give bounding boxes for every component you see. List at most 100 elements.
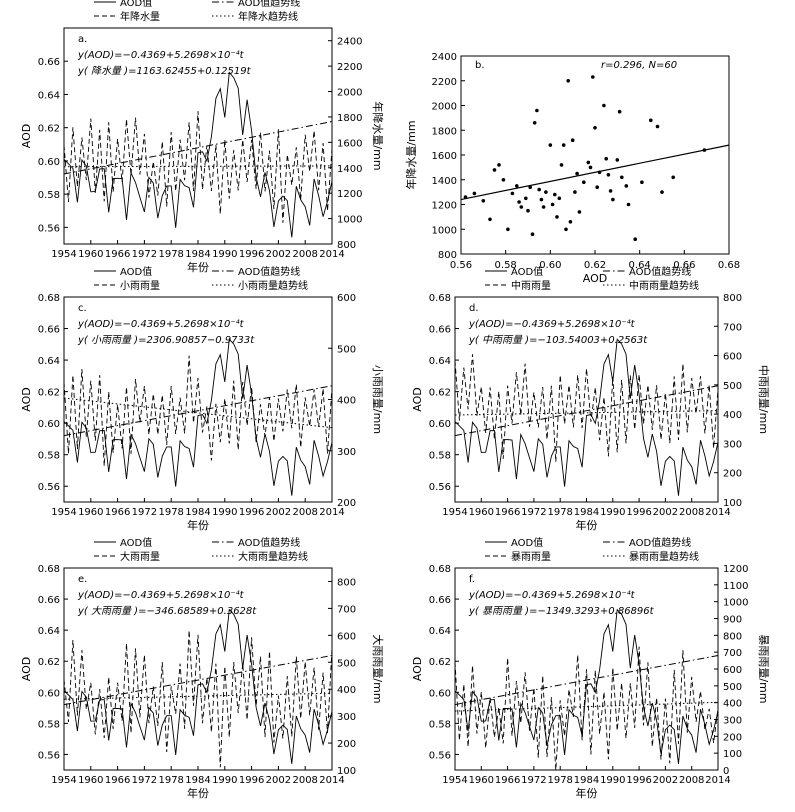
y-right-tick-label: 100: [723, 749, 742, 760]
panel-c: 1954 1960 1966 1972 1978 1984 1990 1996 2002 2008…: [20, 265, 384, 532]
y-left-tick-label: 0.56: [429, 482, 451, 493]
x-tick-label: 1960: [469, 507, 494, 518]
series-line: [63, 630, 333, 768]
x-tick-label: 1960: [78, 249, 103, 260]
x-tick-label: 1996: [239, 249, 264, 260]
y-left-tick-label: 0.60: [38, 157, 60, 168]
y-right-tick-label: 800: [723, 293, 742, 304]
y-right-tick-label: 800: [337, 577, 356, 588]
y-right-tick-label: 1800: [337, 113, 362, 124]
series-line: [63, 165, 333, 168]
scatter-point: [488, 217, 492, 222]
fit-line: [460, 144, 730, 201]
scatter-point: [517, 200, 521, 204]
x-tick-label: 1984: [574, 775, 599, 786]
y-right-tick-label: 200: [337, 739, 356, 750]
y-left-axis-label: AOD: [411, 387, 424, 411]
x-axis-label: AOD: [583, 272, 607, 285]
scatter-point: [615, 158, 620, 162]
y-tick-label: 1000: [432, 225, 457, 236]
y-left-axis-label: AOD: [20, 657, 33, 681]
y-right-tick-label: 1200: [337, 189, 362, 200]
x-tick-label: 2008: [292, 507, 317, 518]
scatter-point: [555, 215, 559, 219]
y-tick-label: 800: [438, 250, 457, 261]
x-axis-label: 年份: [576, 786, 598, 800]
x-tick-label: 2014: [705, 507, 730, 518]
panel-a: 1954 1960 1966 1972 1978 1984 1990 1996 2002 2008…: [20, 0, 385, 274]
x-tick-label: 1954: [442, 775, 467, 786]
scatter-point: [557, 196, 562, 201]
series-line: [63, 608, 333, 764]
x-tick-label: 2014: [319, 249, 344, 260]
legend-label: AOD值: [120, 265, 152, 278]
scatter-point: [472, 191, 477, 196]
series-line: [454, 385, 719, 437]
x-tick-label: 1966: [105, 507, 130, 518]
x-tick-label: 1954: [51, 249, 76, 260]
y-tick-label: 2400: [432, 52, 457, 63]
x-tick-label: 1972: [132, 249, 157, 260]
scatter-point: [593, 126, 597, 130]
x-tick-label: 1984: [185, 507, 210, 518]
panel-label: e.: [78, 574, 87, 585]
y-left-tick-label: 0.58: [38, 451, 60, 462]
scatter-point: [586, 160, 591, 165]
x-tick-label: 2014: [319, 507, 344, 518]
x-tick-label: 1978: [547, 507, 572, 518]
y-left-tick-label: 0.66: [38, 595, 60, 606]
equation-rain: y( 小雨雨量 )=2306.90857−0.9733t: [77, 334, 255, 346]
y-right-axis-label: 年降水量/mm: [371, 101, 385, 170]
y-left-tick-label: 0.64: [38, 90, 60, 101]
y-right-tick-label: 800: [723, 631, 742, 642]
y-left-tick-label: 0.60: [38, 419, 60, 430]
scatter-point: [597, 170, 602, 175]
scatter-point: [541, 205, 546, 209]
panel-e: 1954 1960 1966 1972 1978 1984 1990 1996 2002 2008…: [20, 536, 385, 800]
scatter-point: [702, 148, 707, 152]
legend-label: AOD值趋势线: [238, 265, 300, 278]
legend-label: 中雨雨量: [511, 279, 551, 292]
series-line: [454, 410, 719, 416]
panel-b: 0.56 0.58 0.60 0.62 0.64 0.66 0.68 800 1000 1200 1…: [404, 52, 740, 285]
y-axis-label: 年降水量/mm: [404, 120, 418, 189]
scatter-point: [640, 180, 644, 184]
scatter-point: [506, 227, 510, 232]
scatter-point: [515, 184, 519, 188]
y-left-tick-label: 0.58: [38, 190, 60, 201]
scatter-point: [526, 208, 530, 213]
scatter-point: [591, 75, 595, 79]
y-right-tick-label: 100: [337, 766, 356, 777]
series-line: [454, 646, 719, 771]
scatter-point: [573, 190, 577, 194]
y-right-tick-label: 200: [723, 732, 742, 743]
y-right-axis-label: 小雨雨量/mm: [371, 365, 384, 434]
scatter-point: [617, 109, 622, 114]
y-left-tick-label: 0.62: [38, 124, 60, 135]
scatter-point: [595, 185, 599, 189]
x-tick-label: 1978: [158, 249, 183, 260]
y-tick-label: 1200: [432, 201, 457, 212]
scatter-point: [660, 190, 664, 194]
x-tick-label: 1990: [212, 249, 237, 260]
x-tick-label: 2002: [653, 507, 678, 518]
y-right-tick-label: 700: [337, 604, 356, 615]
equation-rain: y( 降水量 )=1163.62455+0.12519t: [77, 65, 252, 77]
y-left-tick-label: 0.68: [38, 564, 60, 575]
legend-label: AOD值趋势线: [629, 265, 691, 278]
y-right-tick-label: 600: [723, 665, 742, 676]
panel-label: f.: [469, 574, 475, 585]
x-tick-label: 1978: [158, 775, 183, 786]
legend-label: 年降水量: [120, 10, 160, 23]
scatter-point: [519, 205, 524, 209]
scatter-point: [497, 163, 501, 167]
x-tick-label: 0.62: [584, 260, 606, 271]
y-right-tick-label: 300: [337, 712, 356, 723]
equation-rain: y( 大雨雨量 )=−346.68589+0.3628t: [77, 605, 257, 617]
equation-aod: y(AOD)=−0.4369+5.2698×10⁻⁴t: [77, 589, 245, 601]
y-right-tick-label: 400: [337, 396, 356, 407]
legend-label: AOD值: [511, 265, 543, 278]
scatter-point: [559, 163, 564, 167]
y-left-tick-label: 0.60: [429, 688, 451, 699]
x-tick-label: 1960: [78, 507, 103, 518]
